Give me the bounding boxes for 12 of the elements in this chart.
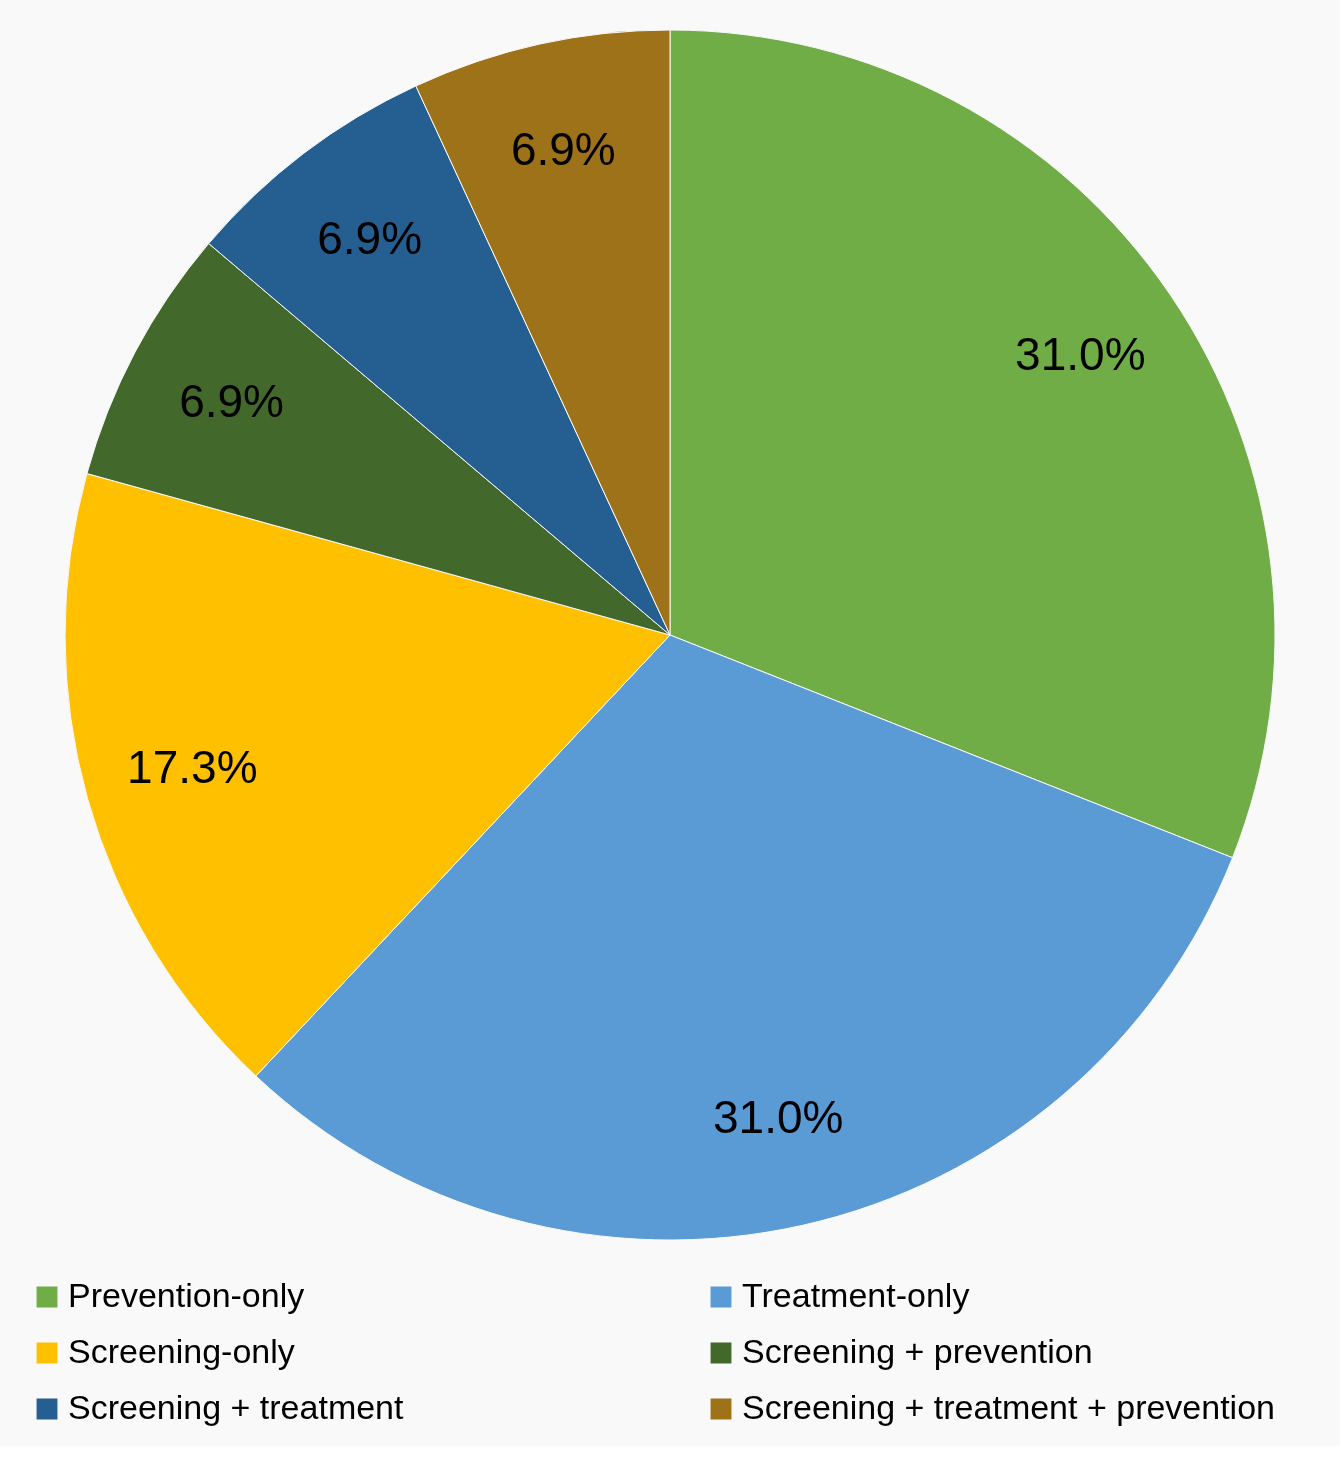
data-label: 31.0% xyxy=(713,1091,844,1144)
data-label: 6.9% xyxy=(317,212,423,265)
legend-label: Screening + treatment xyxy=(68,1388,405,1426)
data-label: 31.0% xyxy=(1015,328,1146,381)
legend-label: Prevention-only xyxy=(68,1276,305,1314)
data-label: 6.9% xyxy=(510,122,616,175)
data-label: 6.9% xyxy=(179,374,284,427)
legend-label: Screening-only xyxy=(68,1332,295,1370)
legend-label: Screening + prevention xyxy=(742,1332,1093,1370)
data-label: 17.3% xyxy=(127,740,258,793)
legend-label: Treatment-only xyxy=(742,1276,970,1314)
legend-label: Screening + treatment + prevention xyxy=(742,1388,1275,1426)
